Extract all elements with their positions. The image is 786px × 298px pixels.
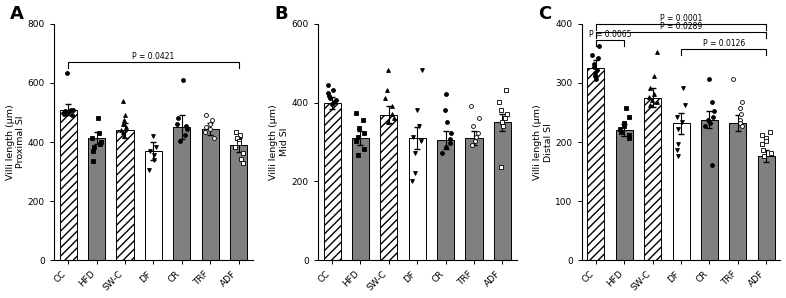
Text: P = 0.0289: P = 0.0289	[660, 22, 702, 31]
Y-axis label: Villi length (μm)
Mid SI: Villi length (μm) Mid SI	[270, 104, 288, 180]
Bar	[60, 110, 77, 260]
Y-axis label: Villi length (μm)
Distal SI: Villi length (μm) Distal SI	[533, 104, 553, 180]
Text: P = 0.0001: P = 0.0001	[660, 14, 702, 23]
Bar	[380, 114, 398, 260]
Bar	[729, 123, 747, 260]
Bar	[409, 138, 426, 260]
Bar	[88, 138, 105, 260]
Bar	[116, 130, 134, 260]
Text: P = 0.0065: P = 0.0065	[589, 30, 631, 39]
Bar	[645, 98, 661, 260]
Bar	[324, 103, 340, 260]
Bar	[494, 122, 511, 260]
Text: P = 0.0126: P = 0.0126	[703, 38, 745, 48]
Bar	[202, 129, 219, 260]
Bar	[673, 123, 689, 260]
Bar	[352, 138, 369, 260]
Bar	[615, 130, 633, 260]
Text: C: C	[538, 5, 551, 23]
Bar	[173, 127, 190, 260]
Text: A: A	[10, 5, 24, 23]
Bar	[701, 119, 718, 260]
Bar	[465, 138, 483, 260]
Bar	[230, 145, 247, 260]
Y-axis label: Villi length (μm)
Proximal SI: Villi length (μm) Proximal SI	[6, 104, 25, 180]
Bar	[758, 156, 775, 260]
Bar	[437, 140, 454, 260]
Bar	[145, 151, 162, 260]
Text: B: B	[274, 5, 288, 23]
Text: P = 0.0421: P = 0.0421	[132, 52, 174, 61]
Bar	[587, 68, 604, 260]
